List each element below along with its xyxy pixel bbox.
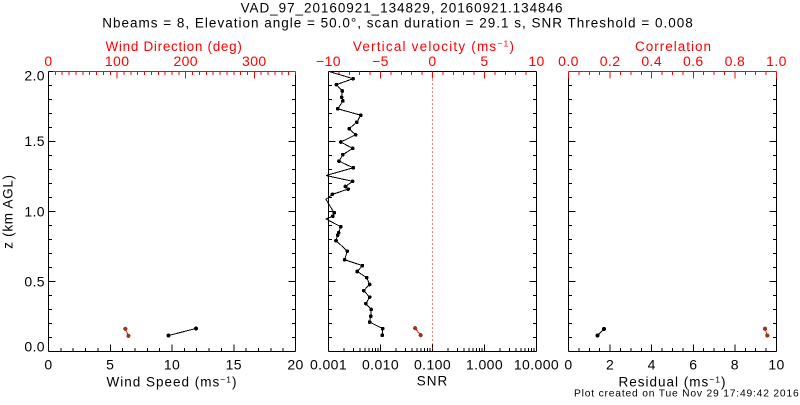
svg-text:Wind Speed (ms−1): Wind Speed (ms−1)	[107, 374, 238, 389]
svg-text:0: 0	[44, 356, 52, 372]
svg-text:1.0: 1.0	[24, 204, 45, 220]
svg-text:10: 10	[768, 356, 784, 372]
svg-text:Nbeams = 8, Elevation angle =: Nbeams = 8, Elevation angle = 50.0°, sca…	[102, 15, 693, 30]
svg-text:0.0: 0.0	[24, 339, 45, 355]
svg-text:0.6: 0.6	[683, 53, 704, 69]
svg-text:10: 10	[528, 53, 544, 69]
svg-text:0.0: 0.0	[558, 53, 579, 69]
svg-text:20: 20	[287, 356, 303, 372]
svg-text:Wind Direction (deg): Wind Direction (deg)	[105, 39, 242, 54]
svg-text:5: 5	[480, 53, 488, 69]
svg-text:z (km AGL): z (km AGL)	[0, 174, 15, 249]
svg-text:100: 100	[105, 53, 130, 69]
svg-text:VAD_97_20160921_134829, 201609: VAD_97_20160921_134829, 20160921.134846	[241, 1, 564, 16]
svg-text:0.100: 0.100	[414, 356, 451, 372]
svg-text:Correlation: Correlation	[635, 39, 712, 54]
svg-text:−5: −5	[372, 53, 389, 69]
svg-text:0.010: 0.010	[362, 356, 399, 372]
svg-text:0.4: 0.4	[641, 53, 662, 69]
svg-text:Residual (ms−1): Residual (ms−1)	[619, 374, 727, 389]
svg-text:0: 0	[44, 53, 52, 69]
svg-text:200: 200	[173, 53, 198, 69]
svg-text:4: 4	[648, 356, 656, 372]
svg-text:2.0: 2.0	[24, 67, 45, 83]
svg-text:1.5: 1.5	[24, 133, 45, 149]
svg-text:5: 5	[106, 356, 114, 372]
svg-text:Plot created on Tue Nov 29 17:: Plot created on Tue Nov 29 17:49:42 2016	[574, 389, 800, 400]
svg-text:0.8: 0.8	[725, 53, 746, 69]
svg-text:0: 0	[428, 53, 436, 69]
svg-text:0.2: 0.2	[600, 53, 621, 69]
svg-text:0: 0	[564, 356, 572, 372]
svg-text:−10: −10	[316, 53, 341, 69]
svg-text:1.000: 1.000	[466, 356, 503, 372]
svg-text:Vertical velocity (ms−1): Vertical velocity (ms−1)	[353, 39, 515, 54]
svg-text:0.001: 0.001	[310, 356, 347, 372]
svg-text:10.000: 10.000	[514, 356, 559, 372]
svg-text:15: 15	[226, 356, 242, 372]
svg-text:8: 8	[731, 356, 739, 372]
svg-text:1.0: 1.0	[766, 53, 787, 69]
svg-text:6: 6	[689, 356, 697, 372]
svg-text:300: 300	[242, 53, 267, 69]
svg-text:0.5: 0.5	[24, 274, 45, 290]
svg-text:2: 2	[606, 356, 614, 372]
svg-text:SNR: SNR	[417, 374, 449, 389]
svg-text:10: 10	[164, 356, 180, 372]
